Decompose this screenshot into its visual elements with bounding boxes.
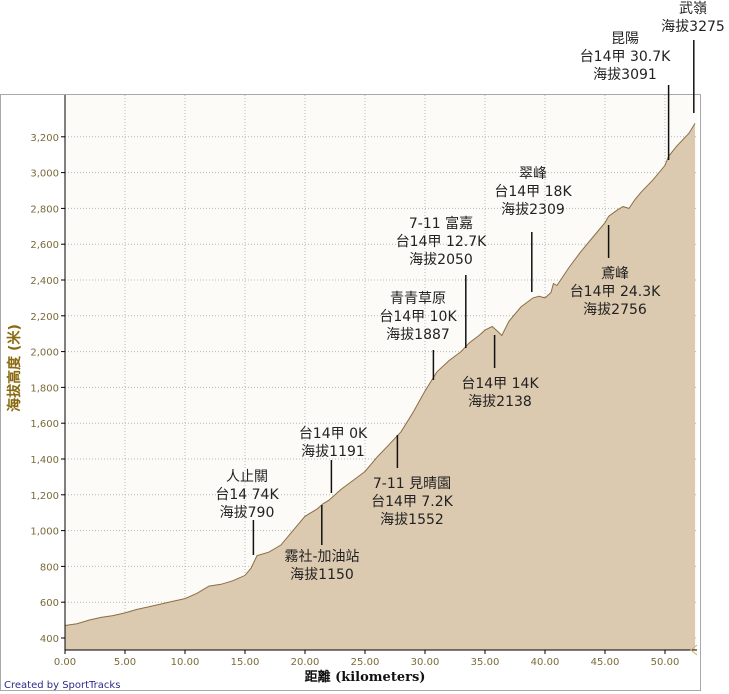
y-tick-label: 1,800 [30, 383, 59, 394]
x-tick-label: 10.00 [171, 657, 200, 668]
annotation-text: 台14甲 0K [299, 426, 368, 442]
annotation-text: 台14 74K [215, 487, 279, 503]
annotation-text: 台14甲 14K [461, 376, 539, 392]
annotation-text: 台14甲 18K [494, 184, 572, 200]
y-tick-label: 800 [40, 562, 59, 573]
x-tick-label: 15.00 [231, 657, 260, 668]
y-axis-label: 海拔高度 (米) [6, 324, 23, 412]
elevation-line [64, 123, 696, 626]
annotation-text: 海拔1191 [301, 444, 365, 460]
annotation-text: 7-11 見晴園 [373, 476, 451, 492]
y-tick-label: 3,000 [30, 169, 59, 180]
annotation-text: 台14甲 10K [379, 309, 457, 325]
annotation-text: 海拔3091 [593, 67, 657, 83]
x-tick-label: 40.00 [531, 657, 560, 668]
x-tick-label: 35.00 [471, 657, 500, 668]
y-tick-label: 1,000 [30, 527, 59, 538]
annotation-text: 海拔2756 [583, 302, 647, 318]
x-axis-label: 距離 (kilometers) [305, 669, 426, 685]
annotation-text: 海拔1150 [290, 567, 354, 583]
x-tick-label: 5.00 [114, 657, 136, 668]
annotation: 台14甲 0K 海拔1191 [299, 426, 368, 493]
annotation-text: 霧社-加油站 [284, 549, 359, 565]
x-tick-label: 45.00 [591, 657, 620, 668]
y-tick-label: 2,600 [30, 240, 59, 251]
y-tick-label: 2,000 [30, 348, 59, 359]
annotation-text: 海拔2050 [409, 252, 473, 268]
annotation-text: 海拔790 [220, 505, 275, 521]
annotation-text: 海拔1887 [386, 327, 450, 343]
annotation-text: 鳶峰 [601, 266, 629, 282]
annotation-text: 人止關 [226, 469, 268, 485]
annotation-text: 海拔3275 [661, 19, 725, 35]
scroll-marker-icon [690, 644, 698, 656]
annotation-text: 台14甲 30.7K [580, 49, 671, 65]
annotation: 台14甲 14K 海拔2138 [461, 335, 539, 410]
elevation-area [65, 123, 695, 650]
y-tick-label: 3,200 [30, 133, 59, 144]
x-tick-label: 30.00 [411, 657, 440, 668]
x-tick-label: 20.00 [291, 657, 320, 668]
y-tick-label: 400 [40, 634, 59, 645]
y-tick-label: 2,400 [30, 276, 59, 287]
annotation-text: 海拔2309 [501, 202, 565, 218]
x-tick-label: 0.00 [54, 657, 76, 668]
y-tick-label: 600 [40, 598, 59, 609]
annotation-text: 翠峰 [519, 166, 547, 182]
annotation-text: 昆陽 [611, 31, 639, 47]
annotation-text: 海拔2138 [468, 394, 532, 410]
annotation-text: 7-11 富嘉 [409, 215, 473, 232]
y-tick-label: 2,200 [30, 312, 59, 323]
credit-text: Created by SportTracks [4, 680, 120, 691]
annotation-text: 台14甲 12.7K [396, 234, 487, 250]
annotation-text: 武嶺 [679, 1, 707, 17]
annotation-text: 青青草原 [390, 291, 446, 307]
annotation-text: 海拔1552 [380, 512, 444, 528]
y-tick-label: 1,400 [30, 455, 59, 466]
y-tick-label: 1,200 [30, 491, 59, 502]
annotation-text: 台14甲 24.3K [570, 284, 661, 300]
x-tick-label: 50.00 [651, 657, 680, 668]
x-tick-label: 25.00 [351, 657, 380, 668]
annotation-text: 台14甲 7.2K [371, 494, 454, 510]
y-tick-label: 2,800 [30, 204, 59, 215]
y-tick-label: 1,600 [30, 419, 59, 430]
